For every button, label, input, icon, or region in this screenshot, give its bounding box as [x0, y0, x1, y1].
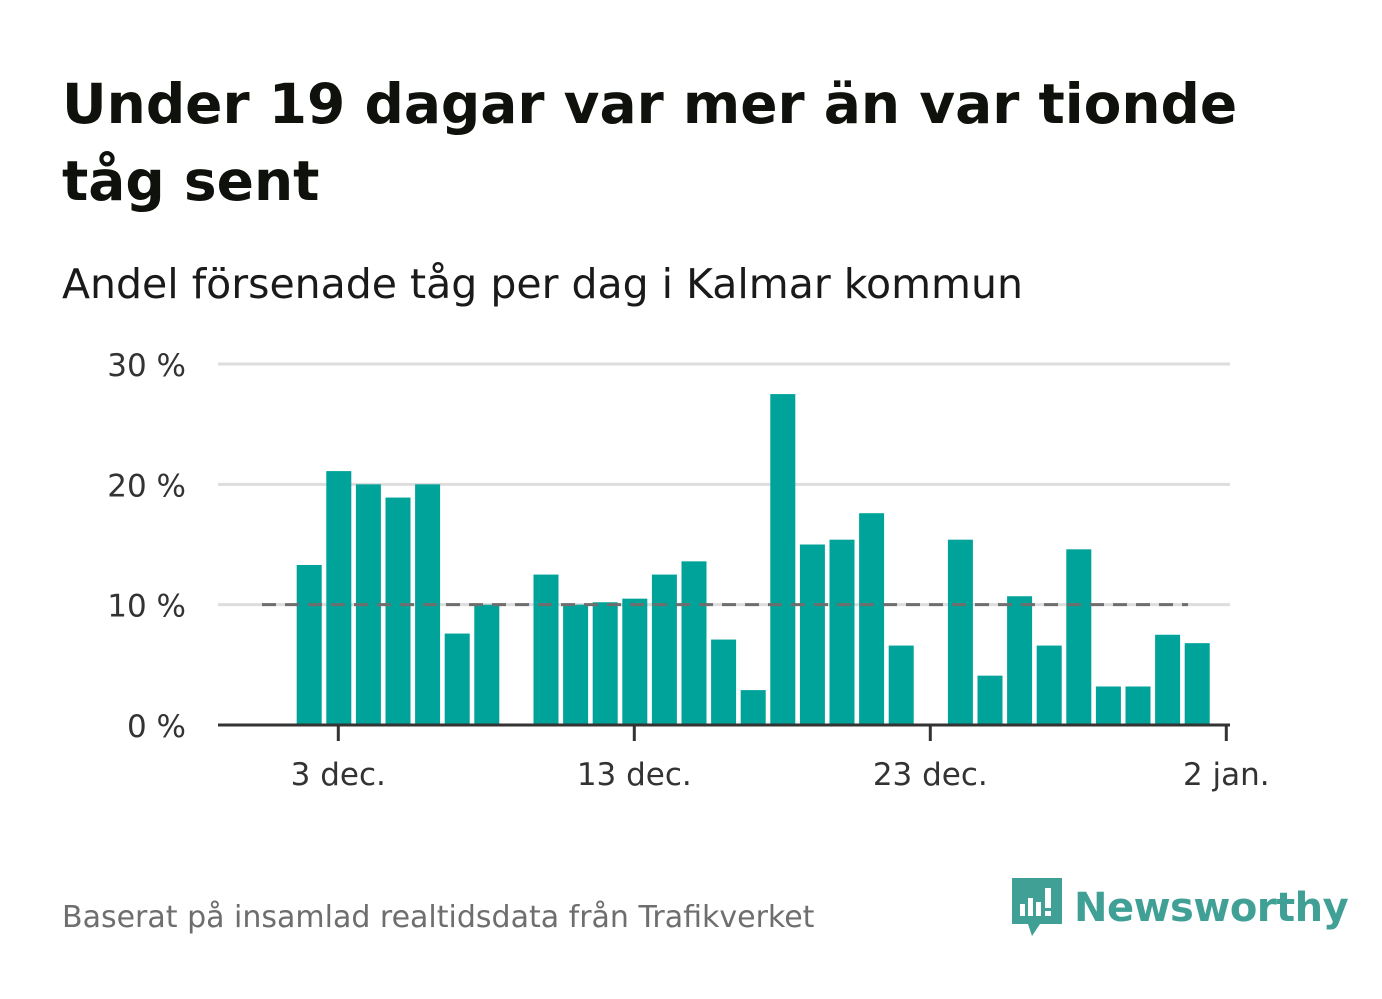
bar	[1036, 645, 1062, 725]
bar	[444, 633, 470, 725]
bar	[711, 639, 737, 725]
newsworthy-logo[interactable]: Newsworthy	[1012, 878, 1349, 938]
y-tick-label: 20 %	[107, 468, 186, 504]
bar	[651, 574, 677, 725]
bars	[296, 394, 1210, 725]
bar	[740, 690, 766, 725]
bar	[1095, 686, 1121, 725]
x-tick-label: 2 jan.	[1183, 757, 1270, 793]
bar	[1184, 643, 1210, 725]
bar	[770, 394, 796, 725]
bar	[1007, 596, 1033, 725]
bar	[326, 471, 352, 725]
bar	[829, 539, 855, 725]
chart-subtitle: Andel försenade tåg per dag i Kalmar kom…	[62, 260, 1023, 308]
bar	[385, 497, 411, 725]
bar	[1066, 549, 1092, 725]
newsworthy-icon	[1012, 878, 1062, 936]
bar	[799, 544, 825, 725]
bar	[533, 574, 559, 725]
bar	[681, 561, 707, 725]
bar	[977, 675, 1003, 725]
source-note: Baserat på insamlad realtidsdata från Tr…	[62, 900, 815, 935]
chart-title: Under 19 dagar var mer än var tionde tåg…	[62, 72, 1238, 213]
bar	[947, 539, 973, 725]
bar	[563, 604, 589, 725]
x-tick-label: 3 dec.	[291, 757, 386, 793]
bar	[622, 598, 648, 725]
y-axis-labels: 0 % 10 % 20 % 30 %	[107, 348, 186, 745]
bar	[296, 564, 322, 725]
x-tick-label: 13 dec.	[577, 757, 692, 793]
y-tick-label: 0 %	[127, 709, 186, 745]
brand-name: Newsworthy	[1074, 885, 1349, 931]
bar	[474, 604, 500, 725]
bar	[1125, 686, 1151, 725]
bar	[888, 645, 914, 725]
y-tick-label: 10 %	[107, 589, 186, 625]
bar	[1155, 634, 1181, 725]
x-tick-label: 23 dec.	[873, 757, 988, 793]
x-axis-labels: 3 dec. 13 dec. 23 dec. 2 jan.	[291, 725, 1270, 793]
y-tick-label: 30 %	[107, 348, 186, 384]
bar	[859, 513, 885, 725]
bar	[592, 602, 618, 725]
